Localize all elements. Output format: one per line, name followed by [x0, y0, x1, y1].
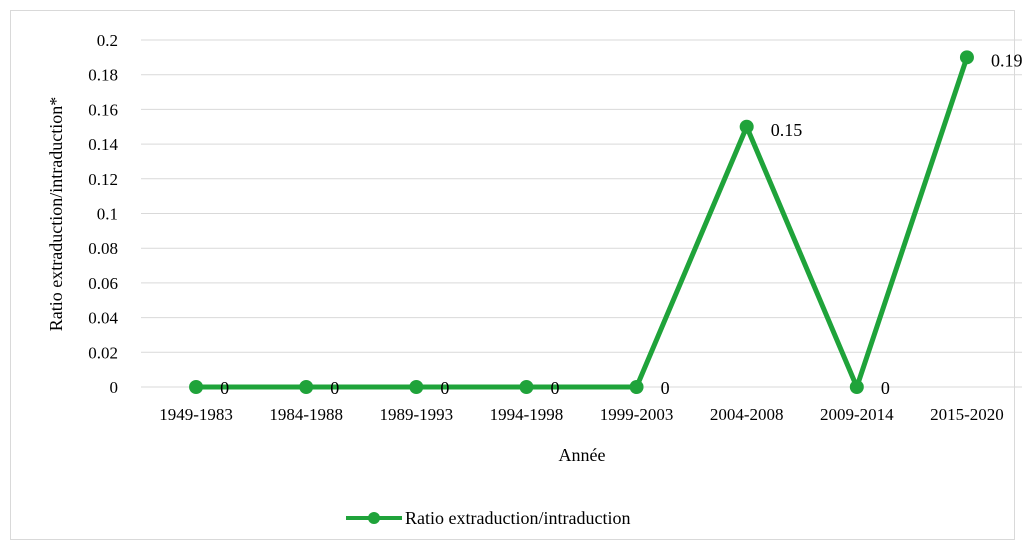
data-point	[849, 380, 864, 394]
legend: Ratio extraduction/intraduction	[346, 508, 630, 528]
data-label: 0	[440, 378, 449, 398]
y-tick-label: 0.16	[88, 100, 118, 119]
y-tick-label: 0.04	[88, 309, 118, 328]
data-point	[739, 119, 754, 134]
x-tick-labels: 1949-1983 1984-1988 1989-1993 1994-1998 1999…	[159, 405, 1004, 424]
series-line-path	[193, 54, 970, 390]
x-tick-label: 1984-1988	[269, 405, 343, 424]
data-label: 0	[220, 378, 229, 398]
data-point	[519, 380, 534, 394]
y-axis-title: Ratio extraduction/intraduction*	[46, 97, 66, 331]
x-tick-label: 1994-1998	[490, 405, 564, 424]
data-label: 0.15	[771, 120, 803, 140]
x-tick-label: 2015-2020	[930, 405, 1004, 424]
y-tick-label: 0	[110, 378, 119, 397]
data-point	[629, 380, 644, 394]
data-label: 0	[881, 378, 890, 398]
data-points	[189, 50, 974, 394]
x-tick-label: 2009-2014	[820, 405, 894, 424]
y-tick-label: 0.18	[88, 66, 118, 85]
y-tick-label: 0.2	[97, 31, 118, 50]
legend-label: Ratio extraduction/intraduction	[405, 508, 630, 528]
data-label: 0	[661, 378, 670, 398]
x-tick-label: 1999-2003	[600, 405, 674, 424]
data-point	[299, 380, 314, 394]
y-tick-label: 0.12	[88, 170, 118, 189]
y-tick-label: 0.02	[88, 343, 118, 362]
data-label: 0	[330, 378, 339, 398]
x-axis-title: Année	[559, 445, 606, 465]
x-tick-label: 1949-1983	[159, 405, 233, 424]
x-tick-label: 1989-1993	[379, 405, 453, 424]
x-tick-label: 2004-2008	[710, 405, 784, 424]
data-label: 0.19	[991, 50, 1023, 70]
gridlines	[141, 39, 1022, 388]
y-tick-labels: 0 0.02 0.04 0.06 0.08 0.1 0.12 0.14 0.16 0.18 0.2	[88, 31, 118, 397]
data-labels: 0 0 0 0 0 0.15 0 0.19	[220, 50, 1022, 398]
y-tick-label: 0.06	[88, 274, 118, 293]
data-point	[959, 50, 974, 65]
data-point	[409, 380, 424, 394]
chart-frame	[10, 10, 1015, 540]
data-point	[189, 380, 204, 394]
y-tick-label: 0.1	[97, 205, 118, 224]
y-tick-label: 0.08	[88, 239, 118, 258]
y-tick-label: 0.14	[88, 135, 118, 154]
legend-marker-swatch	[368, 512, 380, 524]
data-label: 0	[550, 378, 559, 398]
series-line	[193, 54, 970, 390]
